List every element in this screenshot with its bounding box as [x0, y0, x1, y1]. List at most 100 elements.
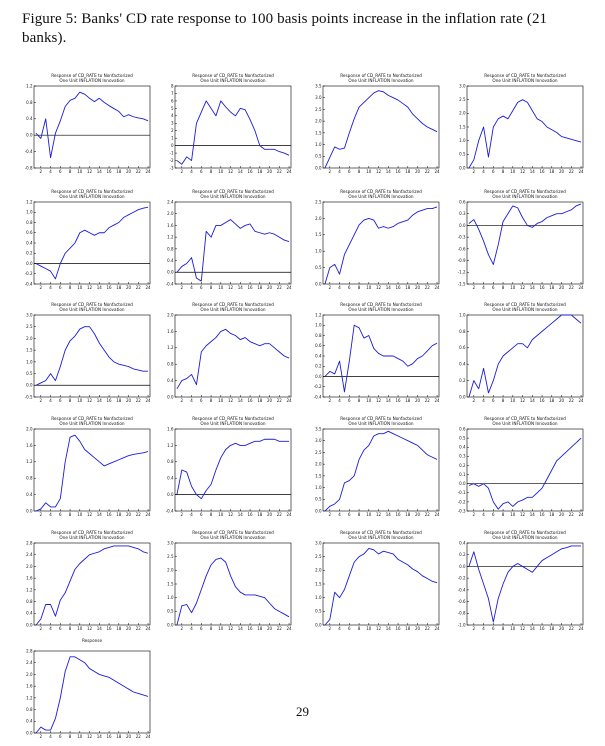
x-tick-label: 8: [69, 512, 72, 517]
y-tick-label: 0.6: [26, 230, 33, 235]
y-tick-label: 1.0: [459, 138, 466, 143]
y-tick-label: 3.0: [26, 312, 33, 317]
x-tick-label: 16: [540, 398, 546, 403]
x-tick-label: 4: [338, 626, 341, 631]
x-tick-label: 16: [540, 512, 546, 517]
plot-frame: [174, 314, 292, 398]
x-tick-label: 18: [549, 398, 555, 403]
x-tick-label: 14: [238, 626, 244, 631]
y-tick-label: 1.2: [26, 459, 33, 464]
y-tick-label: 2.0: [26, 336, 33, 341]
x-tick-label: 20: [126, 285, 132, 290]
x-tick-label: 24: [579, 398, 585, 403]
x-tick-label: 2: [473, 512, 476, 517]
panel-title: Response of CD_RATE to Nonfactorized: [192, 73, 274, 78]
x-tick-label: 12: [228, 512, 234, 517]
x-tick-label: 18: [116, 512, 122, 517]
y-tick-label: -0.5: [25, 394, 33, 399]
x-tick-label: 14: [97, 285, 103, 290]
y-tick-label: -0.6: [458, 599, 466, 604]
x-tick-label: 8: [502, 285, 505, 290]
x-tick-label: 22: [569, 398, 575, 403]
response-line: [468, 314, 582, 398]
x-tick-label: 4: [49, 626, 52, 631]
x-tick-label: 10: [218, 512, 224, 517]
x-tick-label: 12: [520, 169, 526, 174]
x-tick-label: 8: [502, 512, 505, 517]
x-tick-label: 16: [248, 285, 254, 290]
response-line: [324, 324, 438, 393]
x-tick-label: 18: [116, 398, 122, 403]
x-tick-label: 12: [520, 626, 526, 631]
x-tick-label: 10: [366, 285, 372, 290]
y-tick-label: 0.2: [26, 251, 33, 256]
y-tick-label: 2.5: [459, 97, 466, 102]
y-tick-label: 1.5: [315, 581, 322, 586]
x-tick-label: 16: [107, 169, 113, 174]
x-tick-label: 24: [435, 512, 441, 517]
x-tick-label: 22: [569, 169, 575, 174]
y-tick-label: 0.8: [26, 707, 33, 712]
y-tick-label: 0.6: [459, 199, 466, 204]
y-tick-label: 0.5: [315, 609, 322, 614]
x-tick-label: 2: [40, 398, 43, 403]
y-tick-label: 1.0: [26, 359, 33, 364]
panel-subtitle: One Unit INFLATION Innovation: [492, 307, 558, 312]
x-tick-label: 12: [228, 398, 234, 403]
x-tick-label: 24: [435, 285, 441, 290]
x-tick-label: 8: [210, 512, 213, 517]
x-tick-label: 12: [228, 285, 234, 290]
x-tick-label: 8: [210, 398, 213, 403]
y-tick-label: 0.4: [26, 719, 33, 724]
y-tick-label: 2.4: [26, 660, 33, 665]
panel-title: Response: [82, 638, 103, 643]
x-tick-label: 20: [126, 398, 132, 403]
panel-title: Response of CD_RATE to Nonfactorized: [340, 416, 422, 421]
y-tick-label: 1.5: [315, 232, 322, 237]
y-tick-label: 0.0: [26, 133, 33, 138]
response-line: [324, 206, 438, 285]
x-tick-label: 4: [190, 398, 193, 403]
panel-title: Response of CD_RATE to Nonfactorized: [340, 73, 422, 78]
x-tick-label: 24: [287, 398, 293, 403]
y-tick-label: 0.4: [459, 445, 466, 450]
response-line: [176, 438, 290, 500]
y-tick-label: -0.4: [166, 281, 174, 286]
y-tick-label: -1.0: [458, 622, 466, 627]
x-tick-label: 22: [425, 512, 431, 517]
y-tick-label: 1.0: [26, 210, 33, 215]
y-tick-label: 0.0: [167, 492, 174, 497]
panel-title: Response of CD_RATE to Nonfactorized: [192, 530, 274, 535]
x-tick-label: 2: [473, 626, 476, 631]
x-tick-label: 24: [146, 626, 152, 631]
x-tick-label: 18: [549, 626, 555, 631]
x-tick-label: 14: [97, 512, 103, 517]
panel-title: Response of CD_RATE to Nonfactorized: [192, 189, 274, 194]
panel-subtitle: One Unit INFLATION Innovation: [348, 535, 414, 540]
irf-panel: Response of CD_RATE to NonfactorizedOne …: [25, 302, 151, 403]
x-tick-label: 6: [59, 626, 62, 631]
x-tick-label: 14: [386, 512, 392, 517]
y-tick-label: -0.4: [458, 587, 466, 592]
x-tick-label: 20: [559, 512, 565, 517]
response-line: [35, 434, 149, 512]
y-tick-label: 1.0: [315, 595, 322, 600]
y-tick-label: 2.4: [167, 199, 174, 204]
plot-frame: [466, 428, 584, 512]
y-tick-label: -0.2: [25, 271, 33, 276]
x-tick-label: 18: [116, 626, 122, 631]
y-tick-label: 0.5: [167, 609, 174, 614]
irf-panel: Response of CD_RATE to NonfactorizedOne …: [25, 189, 151, 290]
x-tick-label: 10: [510, 398, 516, 403]
x-tick-label: 12: [376, 512, 382, 517]
irf-panel: Response of CD_RATE to NonfactorizedOne …: [167, 530, 292, 631]
x-tick-label: 16: [396, 626, 402, 631]
y-tick-label: 1.5: [315, 473, 322, 478]
y-tick-label: -0.8: [25, 165, 33, 170]
response-line: [324, 90, 438, 169]
x-tick-label: 4: [49, 512, 52, 517]
panel-subtitle: One Unit INFLATION Innovation: [348, 307, 414, 312]
y-tick-label: 0.8: [167, 246, 174, 251]
x-tick-label: 22: [277, 285, 283, 290]
y-tick-label: 0.0: [459, 481, 466, 486]
